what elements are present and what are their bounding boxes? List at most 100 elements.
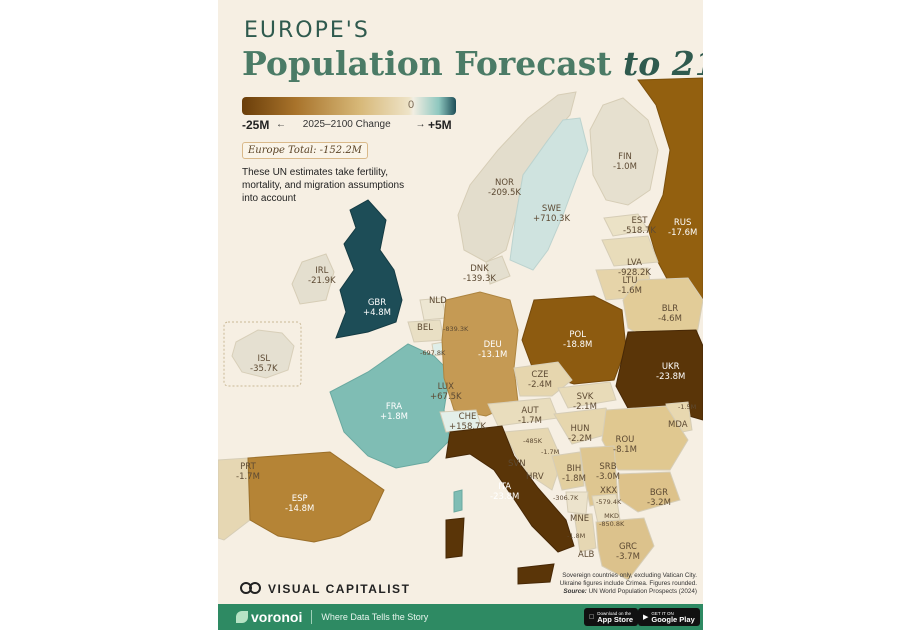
country-label-blr: BLR -4.6M [658,304,682,324]
country-change-value: -2.4M [528,380,552,390]
country-code: NLD [429,296,447,306]
country-bgr [617,471,681,513]
arrow-right-icon: → [415,119,426,130]
country-label-mda: MDA [668,420,688,430]
voronoi-logo[interactable]: voronoi [236,609,302,625]
country-label-svk: SVK -2.1M [573,392,597,412]
country-code: CZE [531,370,549,380]
country-change-value: +710.3K [533,214,571,224]
country-change-value: -139.3K [463,274,496,284]
footer-tagline: Where Data Tells the Story [321,612,429,622]
country-change-value: -4.6M [658,314,682,324]
legend-zero-label: 0 [408,99,415,111]
country-isl [231,329,295,379]
country-change-value: -306.7K [553,494,579,502]
legend-caption-text: 2025–2100 Change [302,119,391,130]
country-label-deu: DEU -13.1M [478,340,507,360]
country-fra [329,343,451,469]
methodology-note: These UN estimates take fertility, morta… [242,167,405,204]
country-grc [595,517,655,581]
country-code: HRV [526,472,544,482]
country-bih [551,451,585,491]
country-label-est: EST -518.7K [623,216,656,236]
country-esp [247,451,385,543]
country-change-value: -1.7M [236,472,260,482]
country-change-value: -579.4K [596,498,622,506]
country-change-value: -839.3K [443,325,469,333]
google-play-button[interactable]: ▶ GET IT ON Google Play [638,608,700,626]
country-label-gbr: GBR +4.8M [363,298,391,318]
leaf-icon [236,611,248,623]
arrow-left-icon: ← [276,119,286,130]
country-change-value: -21.9K [308,276,336,286]
country-label: -1.8M [567,532,585,540]
europe-total-badge: Europe Total: -152.2M [242,142,368,159]
country-change-value: -1.7M [518,416,542,426]
source-note-2: Ukraine figures include Crimea. Figures … [559,580,697,587]
title-main: Population Forecast [242,44,612,83]
country-code: BLR [661,304,679,314]
country-code: EST [631,216,648,226]
country-label: -697.8K [420,349,445,357]
country-label-ita: ITA -23.8M [490,482,519,502]
country-code: MDA [668,420,688,430]
country-hrv [503,427,563,491]
country-label: -1.5M [678,403,696,411]
country-change-value: -2.2M [568,434,592,444]
country-change-value: -23.8M [490,492,520,502]
country-label-che: CHE +158.7K [449,412,486,432]
infographic: EUROPE'S Population Forecast to 2100 0 -… [218,0,703,630]
country-label-fra: FRA +1.8M [380,402,408,422]
country-code: NOR [495,178,514,188]
source-citation: Source: UN World Population Prospects (2… [563,588,697,595]
country-label-rou: ROU -8.1M [613,435,637,455]
country-code: AUT [521,406,539,416]
country-code: GBR [367,298,387,308]
country-change-value: -850.8K [599,520,625,528]
country-change-value: -14.8M [285,504,315,514]
country-change-value: -209.5K [488,188,521,198]
country-change-value: +67.5K [430,392,462,402]
country-code: UKR [661,362,680,372]
country-code: HUN [570,424,590,434]
country-dnk [485,255,511,285]
country-code: CHE [458,412,477,422]
country-ita [445,425,575,553]
legend-max-label: +5M [428,118,452,132]
country-pol [521,295,627,385]
country-label: -839.3K [443,325,468,333]
visual-capitalist-logo[interactable]: VISUAL CAPITALIST [240,582,410,596]
country-label-hun: HUN -2.2M [568,424,592,444]
country-code: POL [569,330,586,340]
country-change-value: -18.8M [563,340,593,350]
country-code: MNE [570,514,590,524]
country-label-nor: NOR -209.5K [488,178,521,198]
vc-logo-icon [240,582,262,596]
country-label-esp: ESP -14.8M [285,494,314,514]
vc-brand-name: VISUAL CAPITALIST [268,582,411,596]
country-change-value: -518.7K [623,226,656,236]
source-notes: Sovereign countries only, excluding Vati… [560,572,697,596]
footer-divider [311,610,313,624]
country-code: ROU [615,435,635,445]
country-label-ukr: UKR -23.8M [656,362,685,382]
country-change-value: -485K [523,437,543,445]
country-fin [589,97,659,206]
country-label-mkd: MKD -850.8K [599,512,624,528]
country-code: MKD [604,512,620,520]
country-change-value: -1.8M [567,532,586,540]
country-code: ESP [291,494,308,504]
country-label-rus: RUS -17.6M [668,218,697,238]
country-code: BEL [417,323,433,333]
country-label-bih: BIH -1.8M [562,464,586,484]
country-change-value: +158.7K [449,422,487,432]
title-italic: to 2100 [623,44,703,83]
country-rus [637,77,703,301]
country-change-value: -3.2M [647,498,671,508]
country-label-irl: IRL -21.9K [308,266,336,286]
country-code: BIH [566,464,582,474]
apple-icon:  [589,614,594,621]
country-change-value: -1.7M [541,448,560,456]
country-swe [509,117,589,271]
